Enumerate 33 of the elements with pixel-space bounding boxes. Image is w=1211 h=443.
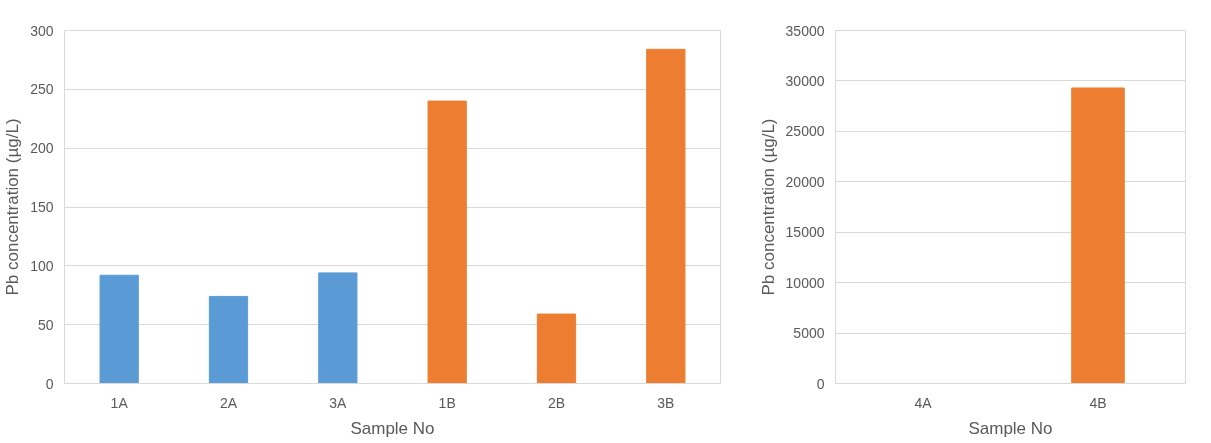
x-tick-label: 4B: [1089, 394, 1107, 411]
x-tick-label: 1A: [110, 394, 129, 411]
y-tick-label: 50: [37, 316, 54, 333]
x-axis-title: Sample No: [350, 418, 435, 438]
y-tick-label: 0: [816, 375, 825, 392]
x-tick-label: 2A: [219, 394, 238, 411]
y-tick-label: 5000: [793, 325, 825, 342]
y-tick-label: 250: [30, 81, 54, 98]
y-tick-label: 20000: [785, 173, 825, 190]
y-tick-label: 150: [30, 199, 54, 215]
x-tick-label: 2B: [547, 394, 566, 411]
x-tick-label: 4A: [914, 394, 933, 411]
bar: [99, 274, 139, 384]
x-tick-label: 3B: [657, 394, 675, 411]
bar: [646, 48, 686, 384]
x-axis-title: Sample No: [968, 418, 1053, 438]
x-tick-label: 1B: [438, 394, 456, 411]
y-tick-label: 0: [45, 375, 54, 392]
bar: [427, 100, 467, 384]
y-tick-label: 25000: [785, 123, 825, 140]
y-tick-label: 30000: [785, 72, 825, 89]
y-tick-label: 200: [30, 140, 54, 157]
y-tick-label: 100: [30, 257, 54, 274]
bar: [318, 272, 358, 384]
y-tick-label: 300: [30, 22, 54, 39]
y-tick-label: 10000: [785, 274, 825, 291]
y-tick-label: 15000: [785, 224, 825, 241]
x-tick-label: 3A: [329, 394, 348, 411]
y-axis-title: Pb concentration (µg/L): [3, 118, 23, 296]
y-tick-label: 35000: [785, 22, 825, 39]
bar: [536, 313, 577, 384]
y-axis-title: Pb concentration (µg/L): [758, 118, 778, 296]
bar: [208, 295, 249, 384]
